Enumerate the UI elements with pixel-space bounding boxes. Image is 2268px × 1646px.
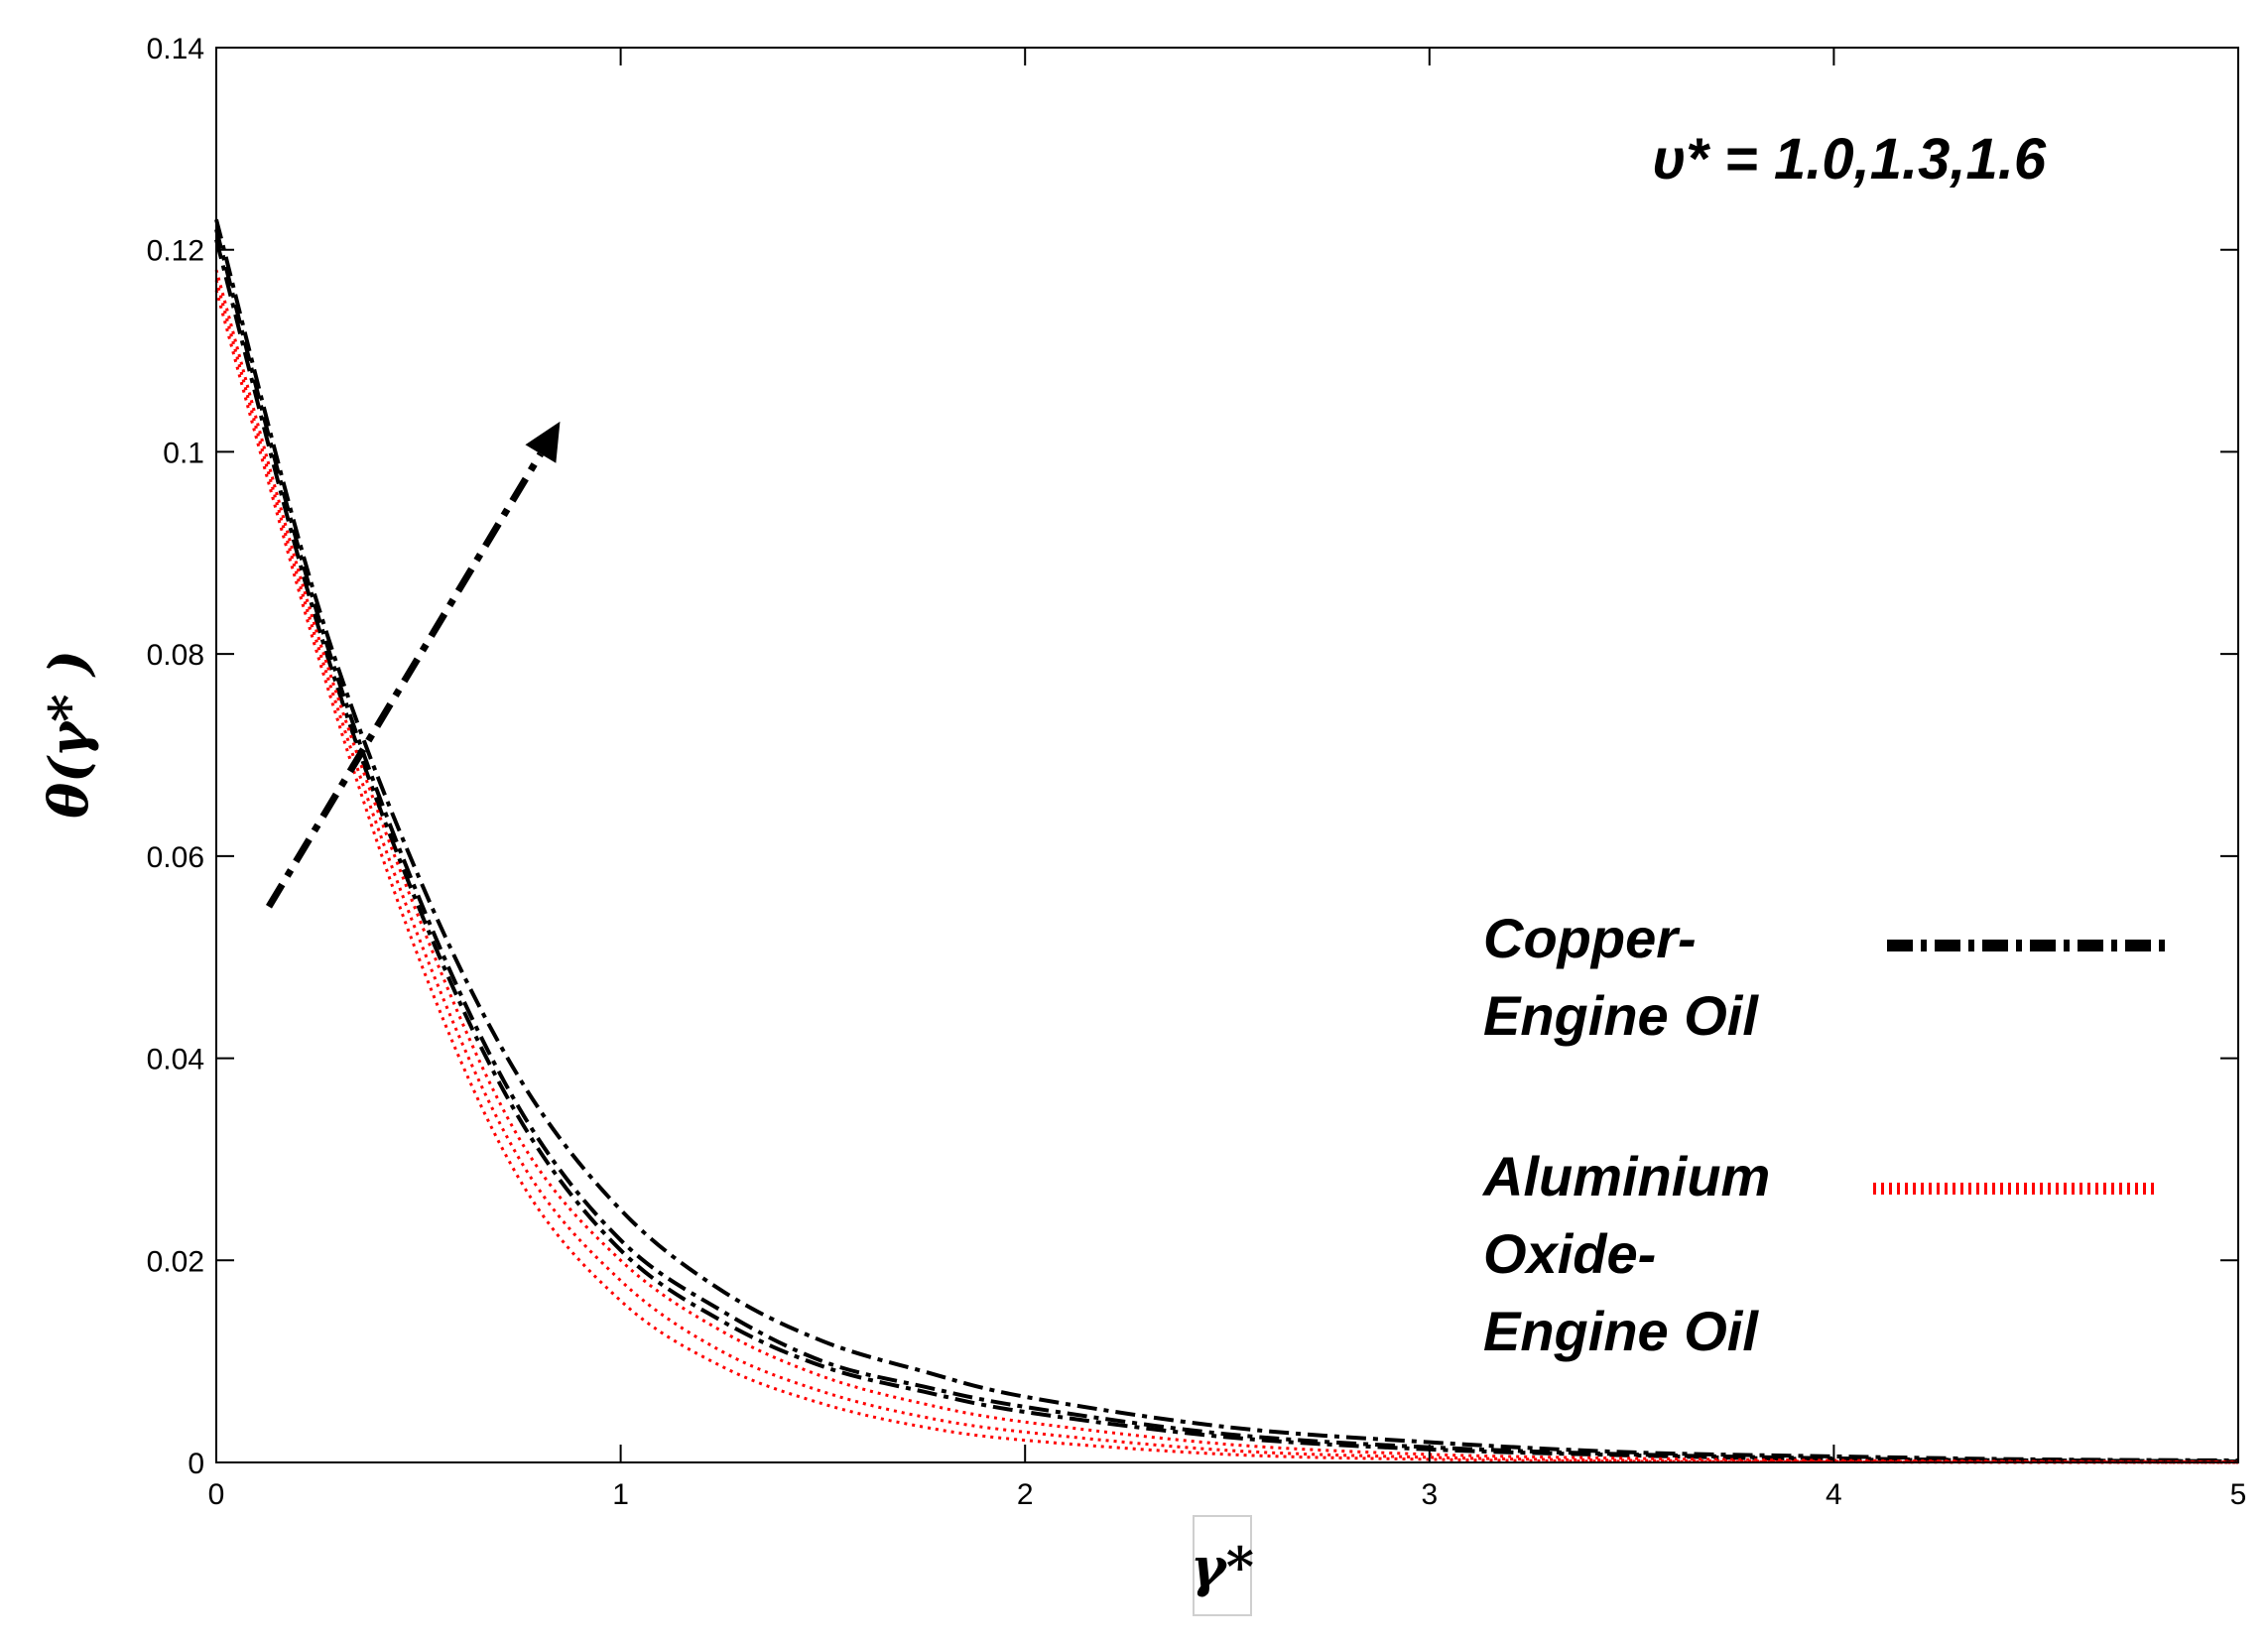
x-axis-label-box: [1193, 1515, 1252, 1616]
y-tick-label: 0.12: [147, 235, 204, 268]
series-line-3: [214, 238, 2239, 1463]
x-tick-label: 3: [1421, 1478, 1438, 1511]
y-tick-label: 0.06: [147, 841, 204, 874]
x-axis-label: γ*: [1191, 1535, 1254, 1598]
series-line-1: [214, 218, 2239, 1462]
y-axis-label: θ(γ* ): [37, 650, 100, 819]
y-tick-label: 0.14: [147, 33, 204, 65]
trend-arrow-head: [525, 421, 561, 463]
y-tick-label: 0.02: [147, 1245, 204, 1278]
y-tick-label: 0.08: [147, 639, 204, 672]
y-tick-label: 0.1: [163, 437, 204, 469]
x-tick-label: 0: [208, 1478, 225, 1511]
legend-label-1: Copper-Engine Oil: [1483, 907, 1759, 1047]
series-line-5: [214, 279, 2239, 1464]
x-tick-label: 5: [2230, 1478, 2247, 1511]
ticks-layer: 0 1 2 3 4 5 0 0.02 0.04 0.06 0.08 0.1 0.12 0.14: [147, 33, 2247, 1511]
y-tick-label: 0: [188, 1448, 204, 1480]
plot-frame: [215, 47, 2239, 1463]
annotation-text: υ* = 1.0,1.3,1.6: [1652, 127, 2047, 191]
legend: Copper-Engine Oil Aluminium Oxide-Engine O…: [1481, 907, 2168, 1362]
series-line-2: [214, 228, 2239, 1463]
x-tick-label: 2: [1017, 1478, 1034, 1511]
x-tick-label: 1: [612, 1478, 629, 1511]
arrow-layer: [265, 421, 561, 909]
legend-label-2: Aluminium Oxide-Engine Oil: [1481, 1145, 1770, 1362]
y-tick-label: 0.04: [147, 1044, 204, 1076]
curves-layer: [214, 218, 2239, 1464]
x-tick-label: 4: [1826, 1478, 1842, 1511]
trend-arrow-shaft: [265, 451, 544, 909]
